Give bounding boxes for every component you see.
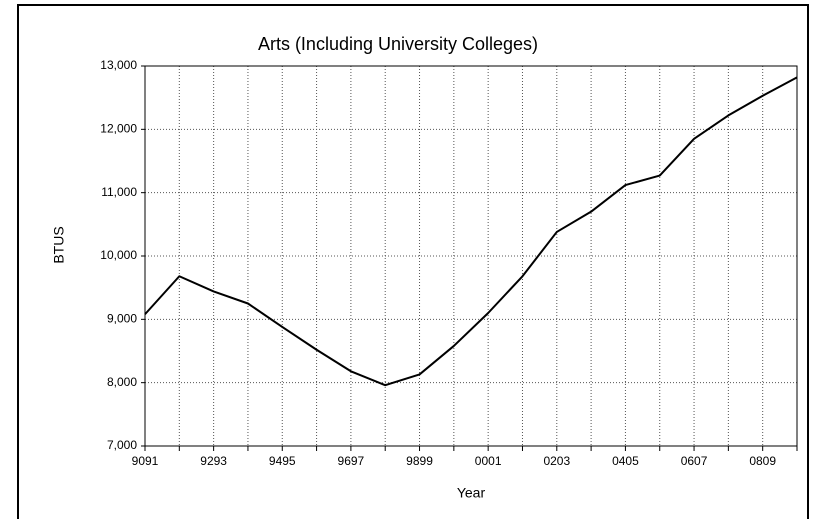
chart-title: Arts (Including University Colleges) bbox=[258, 34, 538, 54]
x-axis-title: Year bbox=[457, 485, 486, 501]
x-tick-label: 0001 bbox=[475, 454, 502, 468]
x-tick-label: 0203 bbox=[543, 454, 570, 468]
x-tick-label: 0809 bbox=[749, 454, 776, 468]
y-tick-label: 11,000 bbox=[101, 185, 137, 199]
plot-border bbox=[144, 65, 798, 447]
y-tick-label: 9,000 bbox=[107, 312, 137, 326]
y-tick-label: 8,000 bbox=[107, 375, 137, 389]
y-tick-label: 12,000 bbox=[100, 122, 137, 136]
y-axis-title: BTUS bbox=[51, 226, 67, 263]
x-tick-label: 0405 bbox=[612, 454, 639, 468]
x-tick-label: 9697 bbox=[338, 454, 365, 468]
x-tick-label: 0607 bbox=[681, 454, 708, 468]
x-tick-label: 9495 bbox=[269, 454, 296, 468]
y-tick-label: 7,000 bbox=[107, 438, 137, 452]
line-series bbox=[144, 76, 798, 387]
plot-area bbox=[145, 66, 797, 446]
x-tick-label: 9899 bbox=[406, 454, 433, 468]
y-tick-label: 13,000 bbox=[100, 58, 137, 72]
frame bbox=[17, 4, 809, 519]
x-tick-label: 9091 bbox=[132, 454, 159, 468]
y-tick-label: 10,000 bbox=[100, 248, 137, 262]
x-tick-label: 9293 bbox=[200, 454, 227, 468]
